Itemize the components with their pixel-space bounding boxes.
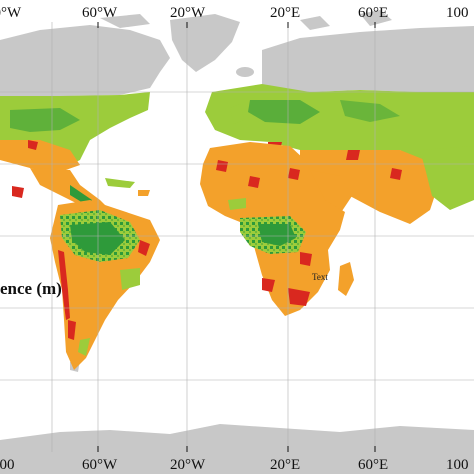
- axis-ticks: [97, 22, 376, 452]
- africa-cover: [200, 142, 354, 316]
- top-label-1: 60°W: [82, 5, 118, 21]
- bottom-label-3: 20°E: [270, 457, 300, 473]
- land-no-data: [0, 10, 474, 474]
- top-label-3: 20°E: [270, 5, 300, 21]
- bottom-label-2: 20°W: [170, 457, 206, 473]
- bottom-label-5: 100: [446, 457, 469, 473]
- annotation-text: Text: [312, 272, 328, 282]
- top-label-0: 80°W: [0, 5, 22, 21]
- top-label-5: 100: [446, 5, 469, 21]
- legend-title: ence (m): [0, 279, 62, 298]
- south-america-cover: [50, 200, 160, 370]
- bottom-label-0: 100: [0, 457, 15, 473]
- top-label-4: 60°E: [358, 5, 388, 21]
- bottom-label-1: 60°W: [82, 457, 118, 473]
- graticule: [0, 22, 474, 452]
- bottom-label-4: 60°E: [358, 457, 388, 473]
- top-label-2: 20°W: [170, 5, 206, 21]
